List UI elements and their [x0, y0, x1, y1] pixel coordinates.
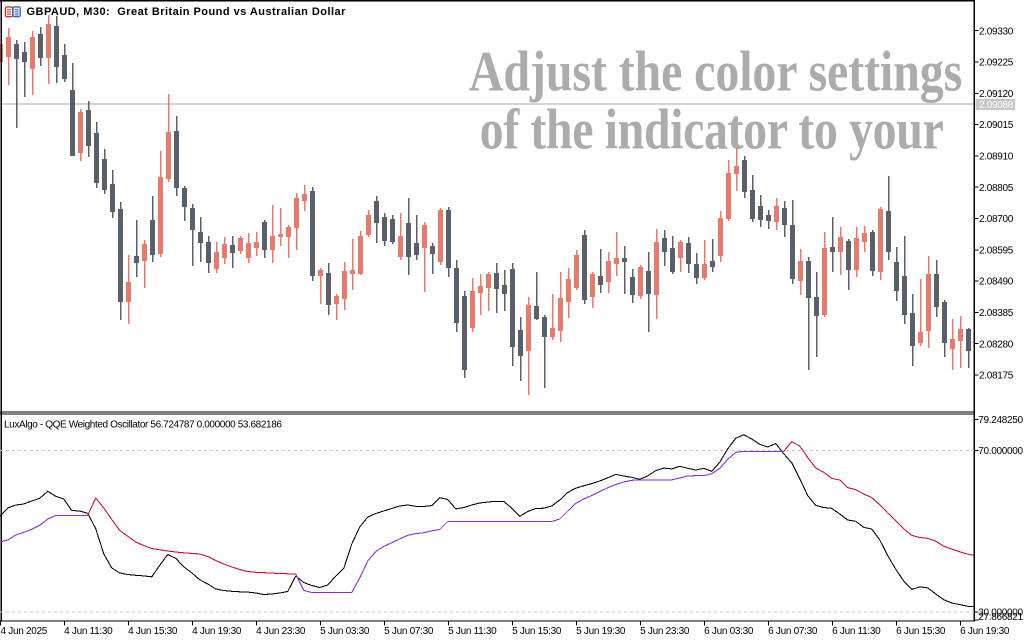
svg-text:2.08175: 2.08175	[979, 371, 1014, 382]
svg-text:4 Jun 19:30: 4 Jun 19:30	[192, 626, 242, 637]
svg-text:2.08910: 2.08910	[979, 152, 1014, 163]
svg-text:2.08280: 2.08280	[979, 339, 1014, 350]
svg-text:27.866821: 27.866821	[978, 612, 1023, 623]
svg-text:4 Jun 15:30: 4 Jun 15:30	[128, 626, 178, 637]
svg-text:6 Jun 19:30: 6 Jun 19:30	[960, 626, 1010, 637]
svg-text:5 Jun 19:30: 5 Jun 19:30	[576, 626, 626, 637]
svg-text:4 Jun 2025: 4 Jun 2025	[1, 626, 48, 637]
svg-text:79.248250: 79.248250	[978, 415, 1023, 426]
svg-text:5 Jun 23:30: 5 Jun 23:30	[640, 626, 690, 637]
svg-text:4 Jun 23:30: 4 Jun 23:30	[256, 626, 306, 637]
svg-text:GBPAUD, M30: Great Britain Po: GBPAUD, M30: Great Britain Pound vs Aust…	[27, 6, 347, 18]
svg-text:6 Jun 07:30: 6 Jun 07:30	[768, 626, 818, 637]
svg-text:2.09015: 2.09015	[979, 120, 1014, 131]
svg-text:2.08595: 2.08595	[979, 245, 1014, 256]
svg-text:Adjust the color settings: Adjust the color settings	[469, 41, 962, 104]
svg-text:6 Jun 03:30: 6 Jun 03:30	[704, 626, 754, 637]
svg-text:2.08805: 2.08805	[979, 183, 1014, 194]
svg-text:5 Jun 03:30: 5 Jun 03:30	[320, 626, 370, 637]
svg-text:70.000000: 70.000000	[978, 446, 1023, 457]
svg-text:LuxAlgo - QQE Weighted Oscilla: LuxAlgo - QQE Weighted Oscillator 56.724…	[4, 419, 282, 430]
svg-text:2.09120: 2.09120	[979, 89, 1014, 100]
svg-text:2.09330: 2.09330	[979, 26, 1014, 37]
svg-text:5 Jun 11:30: 5 Jun 11:30	[448, 626, 497, 637]
svg-text:of the indicator to your: of the indicator to your	[480, 99, 944, 162]
svg-text:30.000000: 30.000000	[978, 608, 1023, 619]
svg-text:6 Jun 15:30: 6 Jun 15:30	[896, 626, 946, 637]
svg-text:5 Jun 07:30: 5 Jun 07:30	[384, 626, 434, 637]
svg-text:4 Jun 11:30: 4 Jun 11:30	[64, 626, 113, 637]
svg-text:2.09225: 2.09225	[979, 58, 1014, 69]
svg-text:2.08490: 2.08490	[979, 277, 1014, 288]
svg-text:2.08385: 2.08385	[979, 308, 1014, 319]
svg-text:2.08700: 2.08700	[979, 214, 1014, 225]
svg-text:6 Jun 11:30: 6 Jun 11:30	[832, 626, 881, 637]
svg-text:5 Jun 15:30: 5 Jun 15:30	[512, 626, 562, 637]
svg-text:2.09088: 2.09088	[979, 100, 1014, 111]
